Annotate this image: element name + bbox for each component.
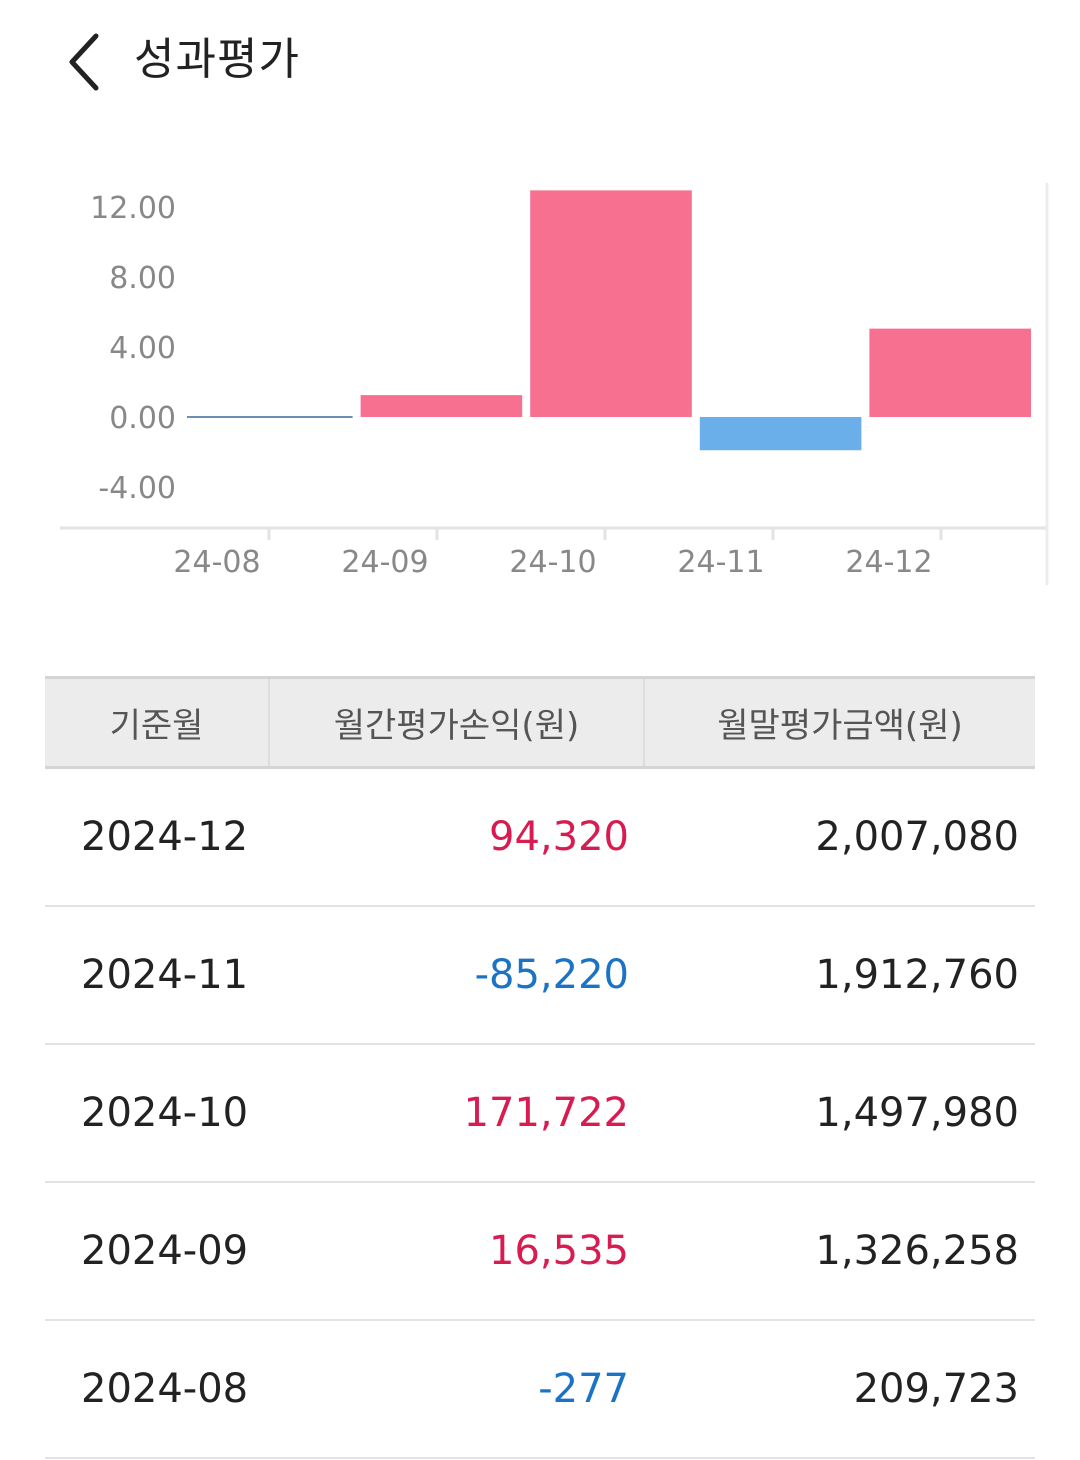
bar-24-12 (869, 328, 1031, 417)
row-monthly-pl: -85,220 (474, 952, 629, 998)
performance-chart: 12.00 8.00 4.00 0.00 -4.00 24-08 24-09 24-10 24-… (0, 150, 1080, 610)
row-month-end-value: 1,326,258 (815, 1228, 1019, 1274)
table-row[interactable]: 2024-12 94,320 2,007,080 (45, 769, 1035, 907)
x-tick-label: 24-11 (677, 545, 764, 580)
x-tick-label: 24-10 (509, 545, 596, 580)
header-month: 기준월 (109, 706, 204, 746)
row-monthly-pl: 171,722 (463, 1090, 629, 1136)
row-monthly-pl: 94,320 (489, 814, 629, 860)
performance-table: 기준월 월간평가손익(원) 월말평가금액(원) 2024-12 94,320 2… (45, 676, 1035, 1459)
bar-24-08 (187, 416, 353, 418)
bar-24-11 (699, 417, 862, 451)
row-month: 2024-11 (81, 952, 249, 998)
row-month-end-value: 1,497,980 (815, 1090, 1019, 1136)
back-button[interactable] (58, 28, 118, 96)
table-header: 기준월 월간평가손익(원) 월말평가금액(원) (45, 676, 1035, 769)
table-body: 2024-12 94,320 2,007,080 2024-11 -85,220… (45, 769, 1035, 1459)
bar-chart: 12.00 8.00 4.00 0.00 -4.00 24-08 24-09 24-10 24-… (60, 183, 1049, 585)
header-monthly-pl: 월간평가손익(원) (268, 679, 643, 766)
table-row[interactable]: 2024-09 16,535 1,326,258 (45, 1183, 1035, 1321)
y-tick-label: -4.00 (98, 471, 176, 506)
chevron-left-icon (69, 33, 99, 91)
row-month: 2024-08 (81, 1366, 249, 1412)
row-month-end-value: 2,007,080 (815, 814, 1019, 860)
bar-24-09 (360, 395, 523, 417)
row-month-end-value: 1,912,760 (815, 952, 1019, 998)
row-month-end-value: 209,723 (853, 1366, 1019, 1412)
x-tick-label: 24-09 (341, 545, 428, 580)
page-title: 성과평가 (134, 34, 300, 85)
table-row[interactable]: 2024-11 -85,220 1,912,760 (45, 907, 1035, 1045)
row-monthly-pl: 16,535 (489, 1228, 629, 1274)
bar-24-10 (530, 190, 692, 417)
table-row[interactable]: 2024-08 -277 209,723 (45, 1321, 1035, 1459)
row-month: 2024-12 (81, 814, 249, 860)
x-tick-label: 24-08 (173, 545, 260, 580)
header-month-end-value: 월말평가금액(원) (643, 679, 1035, 766)
y-tick-label: 0.00 (109, 401, 176, 436)
y-tick-label: 4.00 (109, 331, 176, 366)
y-tick-label: 12.00 (90, 191, 176, 226)
row-month: 2024-09 (81, 1228, 249, 1274)
y-tick-label: 8.00 (109, 261, 176, 296)
header: 성과평가 (0, 0, 1080, 125)
row-monthly-pl: -277 (538, 1366, 629, 1412)
x-tick-label: 24-12 (845, 545, 932, 580)
table-row[interactable]: 2024-10 171,722 1,497,980 (45, 1045, 1035, 1183)
row-month: 2024-10 (81, 1090, 249, 1136)
